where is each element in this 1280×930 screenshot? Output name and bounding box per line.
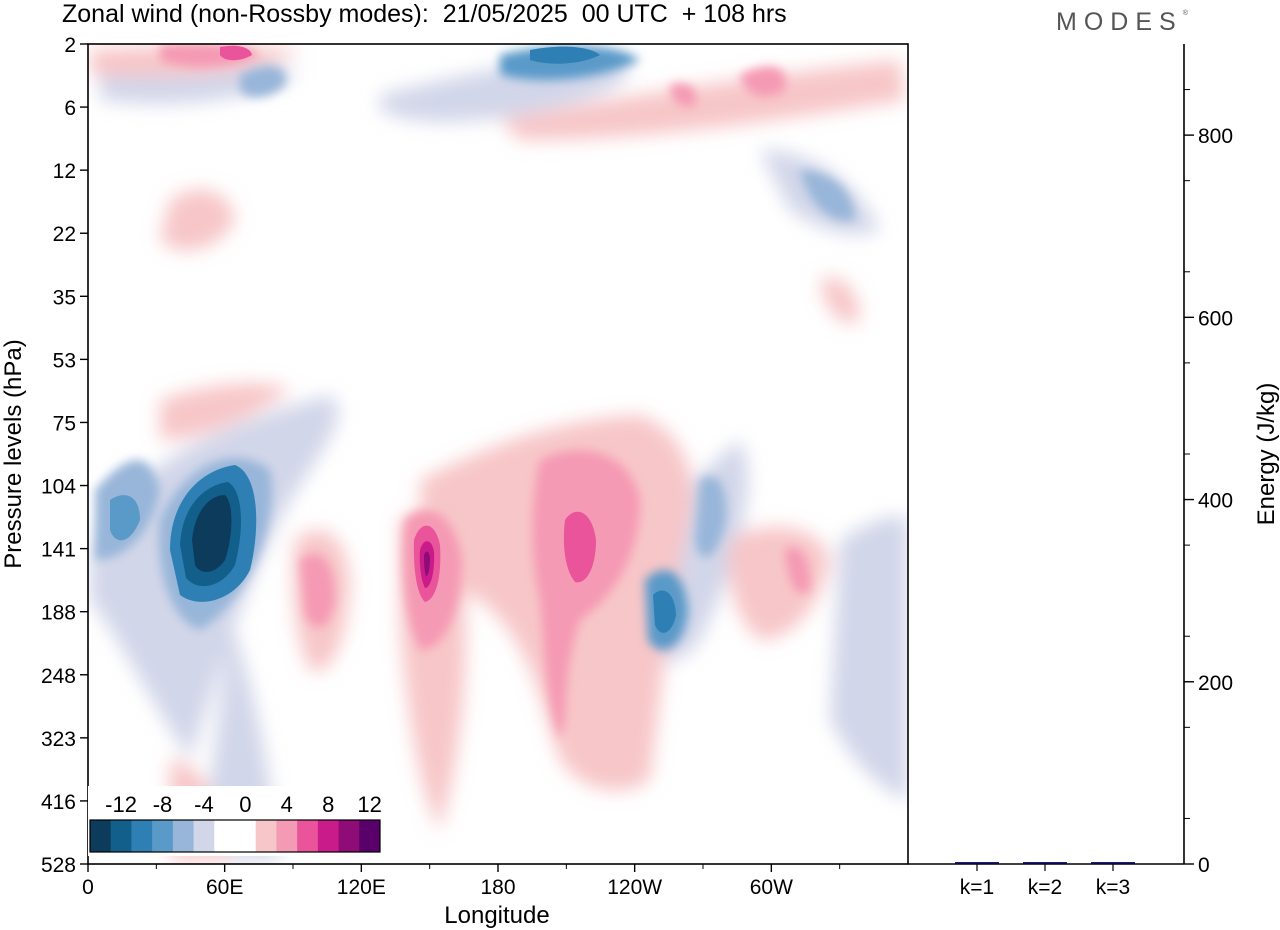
colorbar-label: -8 <box>153 792 173 817</box>
colorbar-swatch <box>90 820 112 852</box>
energy-tick-label: 600 <box>1198 307 1233 330</box>
contour-pos-mid <box>532 450 640 740</box>
colorbar-label: 12 <box>357 792 381 817</box>
contour-neg-core-peak <box>192 495 232 572</box>
colorbar-label: 8 <box>322 792 334 817</box>
energy-bar <box>955 862 999 864</box>
colorbar: -12 -8 -4 0 4 8 12 <box>88 786 384 856</box>
colorbar-swatch <box>297 820 319 852</box>
energy-panel: 0 200 400 600 800 k=1 k=2 k=3 Energy (J/kg) <box>908 44 1280 899</box>
x-axis-label: Longitude <box>444 902 549 929</box>
energy-tick-label: 0 <box>1198 854 1210 877</box>
contour-pos-mid <box>300 554 335 627</box>
page-title: Zonal wind (non-Rossby modes): 21/05/202… <box>62 0 787 28</box>
brand-text: MODES <box>1056 8 1183 36</box>
contour-neg-core <box>653 590 676 633</box>
y-tick-label: 35 <box>53 286 76 309</box>
contour-neg-mid <box>240 66 286 97</box>
colorbar-swatches <box>89 819 381 853</box>
colorbar-swatch <box>338 820 360 852</box>
x-tick-label: 120E <box>337 876 386 899</box>
wavenumber-label: k=1 <box>960 876 994 899</box>
contour-pos-band <box>820 277 860 324</box>
contour-neg-mid <box>800 170 855 221</box>
y-axis-label: Pressure levels (hPa) <box>0 339 27 568</box>
contour-neg-mid <box>695 476 727 558</box>
contour-pos-band <box>500 60 905 140</box>
x-tick-label: 180 <box>480 876 515 899</box>
colorbar-swatch <box>110 820 132 852</box>
y-tick-label: 141 <box>41 539 76 562</box>
energy-bars <box>955 862 1135 864</box>
energy-tick-label: 200 <box>1198 672 1233 695</box>
colorbar-label: 0 <box>239 792 251 817</box>
brand-mark: ® <box>1182 9 1188 17</box>
colorbar-label: -12 <box>105 792 137 817</box>
contour-pos-mid <box>740 66 786 97</box>
y-tick-label: 22 <box>53 223 76 246</box>
y-tick-label: 188 <box>41 602 76 625</box>
colorbar-swatch <box>235 820 257 852</box>
y-tick-label: 75 <box>53 412 76 435</box>
wavenumber-labels: k=1 k=2 k=3 <box>960 864 1130 899</box>
energy-bar <box>1023 862 1067 864</box>
colorbar-swatch <box>276 820 298 852</box>
contour-pos-core-peak <box>424 551 430 576</box>
heatmap-contours <box>90 44 908 860</box>
y-tick-label: 12 <box>53 160 76 183</box>
y-tick-label: 248 <box>41 665 76 688</box>
y-tick-label: 6 <box>64 97 76 120</box>
x-tick-label: 60E <box>206 876 243 899</box>
contour-pos-mid <box>670 83 697 107</box>
x-tick-label: 60W <box>750 876 793 899</box>
brand-logo: MODES® <box>1056 8 1188 37</box>
colorbar-frame <box>89 819 381 853</box>
y-axis-ticks: 2 6 12 22 35 53 75 104 141 188 248 323 416 528 <box>41 34 88 877</box>
contour-neg-band <box>830 516 908 800</box>
heatmap-panel: 2 6 12 22 35 53 75 104 141 188 248 323 416 528 0 60E 12… <box>0 34 909 929</box>
contour-pos-core <box>220 45 252 61</box>
x-tick-label: 120W <box>607 876 662 899</box>
contour-pos-core <box>563 511 596 583</box>
colorbar-swatch <box>317 820 340 852</box>
y-tick-label: 53 <box>53 349 76 372</box>
colorbar-swatch <box>359 820 381 852</box>
colorbar-swatch <box>255 820 277 852</box>
contour-neg-core <box>530 46 600 64</box>
wavenumber-label: k=3 <box>1096 876 1130 899</box>
x-axis-ticks: 0 60E 120E 180 120W 60W <box>82 864 841 899</box>
colorbar-swatch <box>152 820 174 852</box>
colorbar-swatch <box>131 820 153 852</box>
y-tick-label: 2 <box>64 34 76 57</box>
energy-axis-ticks: 0 200 400 600 800 <box>1184 89 1233 877</box>
y-tick-label: 528 <box>41 854 76 877</box>
energy-tick-label: 400 <box>1198 490 1233 513</box>
wavenumber-label: k=2 <box>1028 876 1062 899</box>
colorbar-swatch <box>214 820 236 852</box>
contour-neg-core <box>110 495 140 541</box>
x-tick-label: 0 <box>82 876 94 899</box>
colorbar-label: -4 <box>194 792 214 817</box>
colorbar-label: 4 <box>281 792 293 817</box>
contour-pos-band <box>160 189 235 251</box>
contour-pos-band <box>160 383 290 440</box>
colorbar-labels: -12 -8 -4 0 4 8 12 <box>105 792 382 817</box>
contour-pos-mid <box>785 547 811 594</box>
colorbar-swatch <box>172 820 195 852</box>
y-tick-label: 104 <box>41 476 76 499</box>
colorbar-swatch <box>193 820 215 852</box>
y-tick-label: 416 <box>41 791 76 814</box>
energy-axis-label: Energy (J/kg) <box>1253 383 1280 526</box>
energy-bar <box>1091 862 1135 864</box>
energy-tick-label: 800 <box>1198 125 1233 148</box>
contour-pos-band <box>728 526 830 640</box>
y-tick-label: 323 <box>41 728 76 751</box>
